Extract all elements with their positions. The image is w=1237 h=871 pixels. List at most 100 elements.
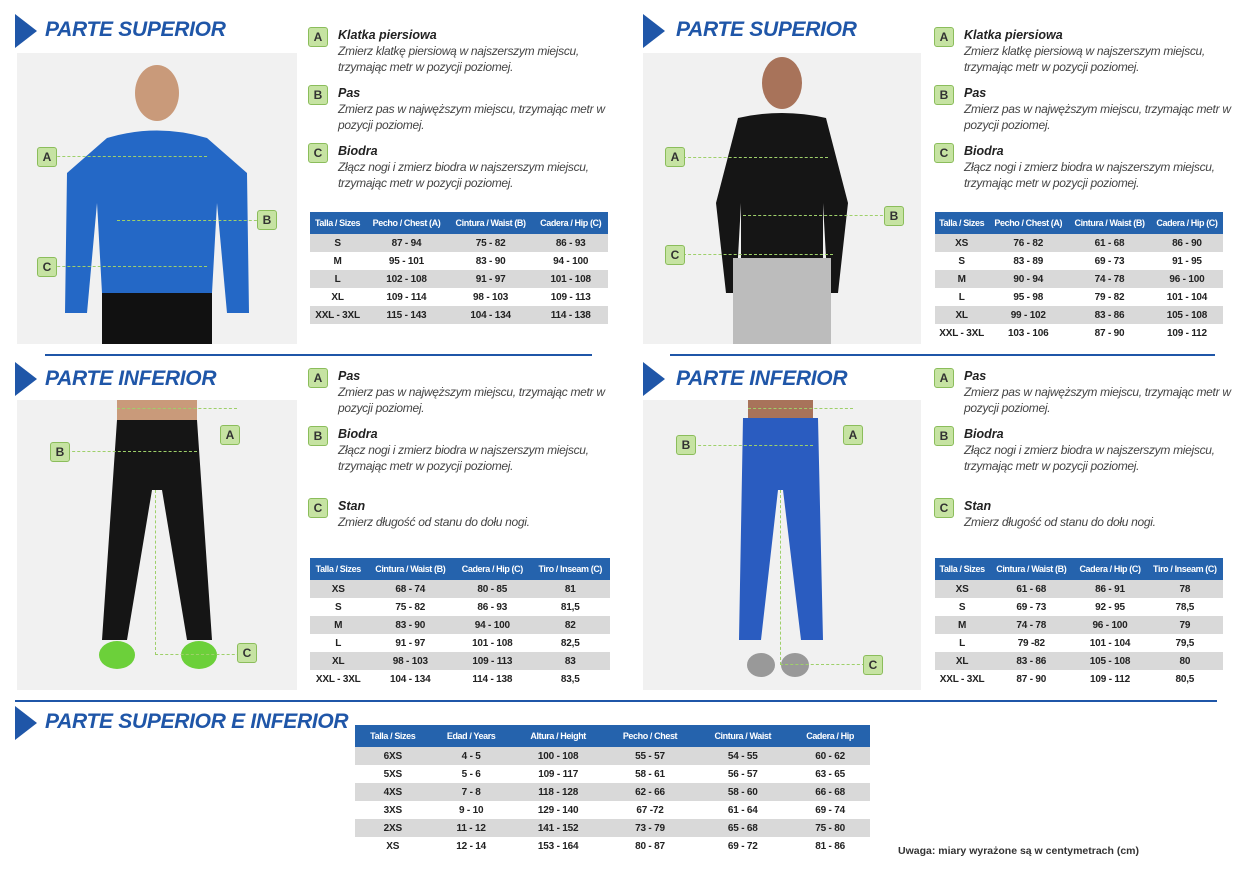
table-cell: 98 - 103 — [366, 652, 455, 670]
letter-badge: B — [308, 426, 328, 446]
column-header: Cintura / Waist (B) — [366, 558, 455, 580]
table-cell: 61 - 68 — [1068, 234, 1151, 252]
table-cell: 95 - 98 — [1013, 291, 1044, 303]
men-bottom-photo: A B C — [17, 400, 297, 690]
table-cell: 115 - 143 — [365, 306, 448, 324]
table-cell: 87 - 94 — [365, 234, 448, 252]
letter-badge: A — [308, 368, 328, 388]
model-silhouette-icon — [716, 57, 848, 344]
table-cell: 94 - 100 — [553, 255, 589, 267]
table-cell: 102 - 108 — [365, 270, 448, 288]
table-cell: 114 - 138 — [533, 306, 608, 324]
column-header: Altura / Height — [511, 725, 605, 747]
table-cell: 104 - 134 — [447, 306, 534, 324]
table-row: 2XS 11 - 12 141 - 152 73 - 79 65 - 68 75 - 80 — [355, 819, 870, 837]
table-cell: 79,5 — [1175, 637, 1195, 649]
column-header: Cintura / Waist (B) — [447, 212, 534, 234]
size-table: Talla / Sizes Cintura / Waist (B) Cadera /… — [310, 558, 610, 688]
table-cell: 4XS — [355, 783, 431, 801]
measure-name: Biodra — [964, 144, 1004, 158]
letter-badge: A — [934, 27, 954, 47]
marker-a: A — [220, 425, 240, 445]
model-silhouette-icon — [99, 400, 217, 669]
table-cell: 91 - 97 — [447, 270, 534, 288]
table-cell: 5 - 6 — [461, 768, 481, 780]
table-cell: 63 - 65 — [815, 768, 845, 780]
measure-description: Złącz nogi i zmierz biodra w najszerszym… — [964, 160, 1215, 190]
table-cell: 95 - 101 — [388, 255, 425, 267]
size-table: Talla / Sizes Edad / Years Altura / Height… — [355, 725, 870, 855]
table-cell: 83 - 90 — [366, 616, 455, 634]
table-cell: 103 - 106 — [1008, 327, 1049, 339]
column-header: Cintura / Waist — [695, 725, 791, 747]
letter-badge: B — [308, 85, 328, 105]
table-cell: XXL - 3XL — [939, 327, 984, 339]
measure-name: Biodra — [964, 427, 1004, 441]
table-cell: 86 - 93 — [477, 601, 508, 613]
table-cell: 61 - 68 — [989, 580, 1074, 598]
section-title: PARTE INFERIOR — [45, 367, 217, 390]
table-cell: 109 - 112 — [1090, 673, 1130, 685]
letter-badge: C — [308, 143, 328, 163]
table-cell: 109 - 113 — [454, 652, 531, 670]
men-top-photo: A B C — [17, 53, 297, 344]
table-cell: 80 - 87 — [635, 840, 665, 852]
table-cell: 75 - 82 — [395, 601, 426, 613]
marker-a: A — [665, 147, 685, 167]
marker-c: C — [237, 643, 257, 663]
table-row: XXL - 3XL 115 - 143 104 - 134 114 - 138 — [310, 306, 608, 324]
table-cell: 69 - 74 — [815, 804, 845, 816]
table-row: M 95 - 101 83 - 90 94 - 100 — [310, 252, 608, 270]
table-row: XS 12 - 14 153 - 164 80 - 87 69 - 72 81 - 86 — [355, 837, 870, 855]
column-header: Cintura / Waist (B) — [989, 558, 1074, 580]
letter-badge: C — [308, 498, 328, 518]
table-row: XS 76 - 82 61 - 68 86 - 90 — [935, 234, 1223, 252]
table-cell: 87 - 90 — [1016, 673, 1047, 685]
table-row: S 75 - 82 86 - 93 81,5 — [310, 598, 610, 616]
section-title: PARTE SUPERIOR E INFERIOR — [45, 710, 349, 733]
table-row: S 87 - 94 75 - 82 86 - 93 — [310, 234, 608, 252]
measure-item: A Pas Zmierz pas w najwęższym miejscu, trz… — [308, 368, 608, 416]
table-cell: S — [958, 601, 966, 613]
table-cell: 82 — [530, 616, 610, 634]
table-cell: 5XS — [383, 768, 403, 780]
table-header-row: Talla / Sizes Cintura / Waist (B) Cadera /… — [310, 558, 610, 580]
measure-item: B Pas Zmierz pas w najwęższym miejscu, trz… — [934, 85, 1234, 133]
table-cell: 78 — [1146, 580, 1223, 598]
section-arrow-icon — [15, 362, 37, 396]
table-cell: 101 - 108 — [472, 637, 513, 649]
column-header: Pecho / Chest — [604, 725, 696, 747]
table-cell: S — [334, 601, 342, 613]
table-cell: 79 -82 — [1017, 637, 1045, 649]
section-arrow-icon — [643, 14, 665, 48]
measure-description: Zmierz klatkę piersiową w najszerszym mi… — [964, 44, 1205, 74]
table-cell: 99 - 102 — [988, 306, 1069, 324]
measure-name: Pas — [964, 86, 987, 100]
letter-badge: B — [934, 426, 954, 446]
measure-description: Złącz nogi i zmierz biodra w najszerszym… — [964, 443, 1215, 473]
measure-name: Stan — [964, 499, 992, 513]
table-cell: 101 - 104 — [1089, 637, 1131, 649]
letter-badge: C — [934, 143, 954, 163]
measure-description: Zmierz klatkę piersiową w najszerszym mi… — [338, 44, 579, 74]
table-cell: 2XS — [355, 819, 431, 837]
column-header: Cintura / Waist (B) — [1068, 212, 1151, 234]
table-cell: 69 - 72 — [727, 840, 758, 852]
table-row: XL 98 - 103 109 - 113 83 — [310, 652, 610, 670]
table-cell: 75 - 82 — [447, 234, 534, 252]
table-row: XL 83 - 86 105 - 108 80 — [935, 652, 1223, 670]
table-cell: 81,5 — [560, 601, 580, 613]
table-cell: XL — [935, 306, 989, 324]
table-cell: 60 - 62 — [790, 747, 870, 765]
table-row: M 74 - 78 96 - 100 79 — [935, 616, 1223, 634]
table-cell: 79 - 82 — [1094, 291, 1125, 303]
table-cell: 92 - 95 — [1095, 601, 1125, 613]
table-cell: 58 - 60 — [695, 783, 791, 801]
table-cell: XXL - 3XL — [939, 673, 985, 685]
table-cell: S — [310, 234, 366, 252]
table-cell: 153 - 164 — [537, 840, 579, 852]
table-cell: 83 - 90 — [475, 255, 506, 267]
table-row: L 102 - 108 91 - 97 101 - 108 — [310, 270, 608, 288]
column-header: Edad / Years — [430, 725, 512, 747]
table-cell: 6XS — [355, 747, 431, 765]
